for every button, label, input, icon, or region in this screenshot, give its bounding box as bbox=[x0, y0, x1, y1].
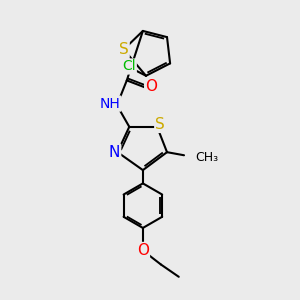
Text: S: S bbox=[119, 42, 129, 57]
Text: NH: NH bbox=[100, 97, 121, 111]
Text: N: N bbox=[109, 145, 120, 160]
Text: CH₃: CH₃ bbox=[195, 151, 218, 164]
Text: O: O bbox=[145, 79, 157, 94]
Text: O: O bbox=[137, 243, 149, 258]
Text: S: S bbox=[155, 117, 165, 132]
Text: Cl: Cl bbox=[122, 59, 136, 74]
